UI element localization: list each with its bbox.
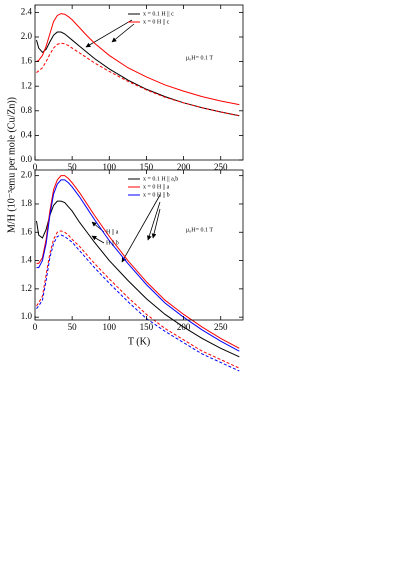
annotation: μ₀H= 0.1 T (186, 55, 213, 61)
y-tick-label: 2.4 (21, 6, 33, 16)
x-tick-label: 0 (33, 322, 38, 332)
x-axis-label: T (K) (128, 336, 150, 347)
arrow (121, 194, 161, 263)
x-tick-label: 50 (68, 322, 78, 332)
x-tick-label: 200 (177, 322, 191, 332)
y-tick-label: 1.8 (21, 198, 33, 208)
x-tick-label: 50 (68, 162, 78, 172)
legend-label: x = 0.1 H || c (143, 11, 174, 17)
y-tick-label: 1.4 (21, 255, 33, 265)
x-tick-label: 250 (214, 162, 228, 172)
arrows (85, 19, 161, 263)
series-line (36, 175, 240, 349)
curve-label: H || b (106, 240, 119, 246)
curve-label: H || a (106, 229, 119, 235)
x-tick-label: 250 (214, 322, 228, 332)
legend-label: x = 0.1 H || a,b (143, 176, 178, 182)
y-tick-label: 0.0 (21, 154, 33, 164)
arrow (147, 201, 161, 241)
series-line (36, 42, 240, 117)
y-tick-label: 0.8 (21, 105, 33, 115)
y-axis-label: M/H (10⁻³emu per mole (Cu/Zn)) (6, 97, 17, 233)
x-tick-label: 150 (140, 322, 154, 332)
annotation: μ₀H= 0.1 T (186, 227, 213, 233)
x-tick-label: 200 (177, 162, 191, 172)
legend-label: x = 0 H || a (143, 184, 170, 190)
legend-label: x = 0 H || b (143, 192, 170, 198)
arrow (85, 19, 133, 48)
legend-label: x = 0 H || c (143, 19, 170, 25)
arrow (111, 23, 135, 43)
series-line (36, 179, 240, 352)
plot-frame (34, 169, 244, 321)
y-tick-label: 1.0 (21, 311, 33, 321)
y-tick-label: 2.0 (21, 170, 33, 180)
y-tick-label: 1.2 (21, 80, 32, 90)
x-tick-label: 100 (103, 162, 117, 172)
y-tick-label: 0.4 (21, 129, 33, 139)
x-tick-label: 0 (33, 162, 38, 172)
y-tick-label: 1.2 (21, 283, 32, 293)
series-line (36, 13, 240, 106)
x-tick-label: 100 (103, 322, 117, 332)
arrow (151, 208, 161, 239)
y-tick-label: 2.0 (21, 31, 33, 41)
arrow (91, 235, 105, 244)
series-line (36, 230, 240, 369)
y-tick-label: 1.6 (21, 226, 33, 236)
y-tick-label: 1.6 (21, 56, 33, 66)
x-tick-label: 150 (140, 162, 154, 172)
series-line (36, 234, 240, 372)
plot-frame (34, 4, 244, 161)
